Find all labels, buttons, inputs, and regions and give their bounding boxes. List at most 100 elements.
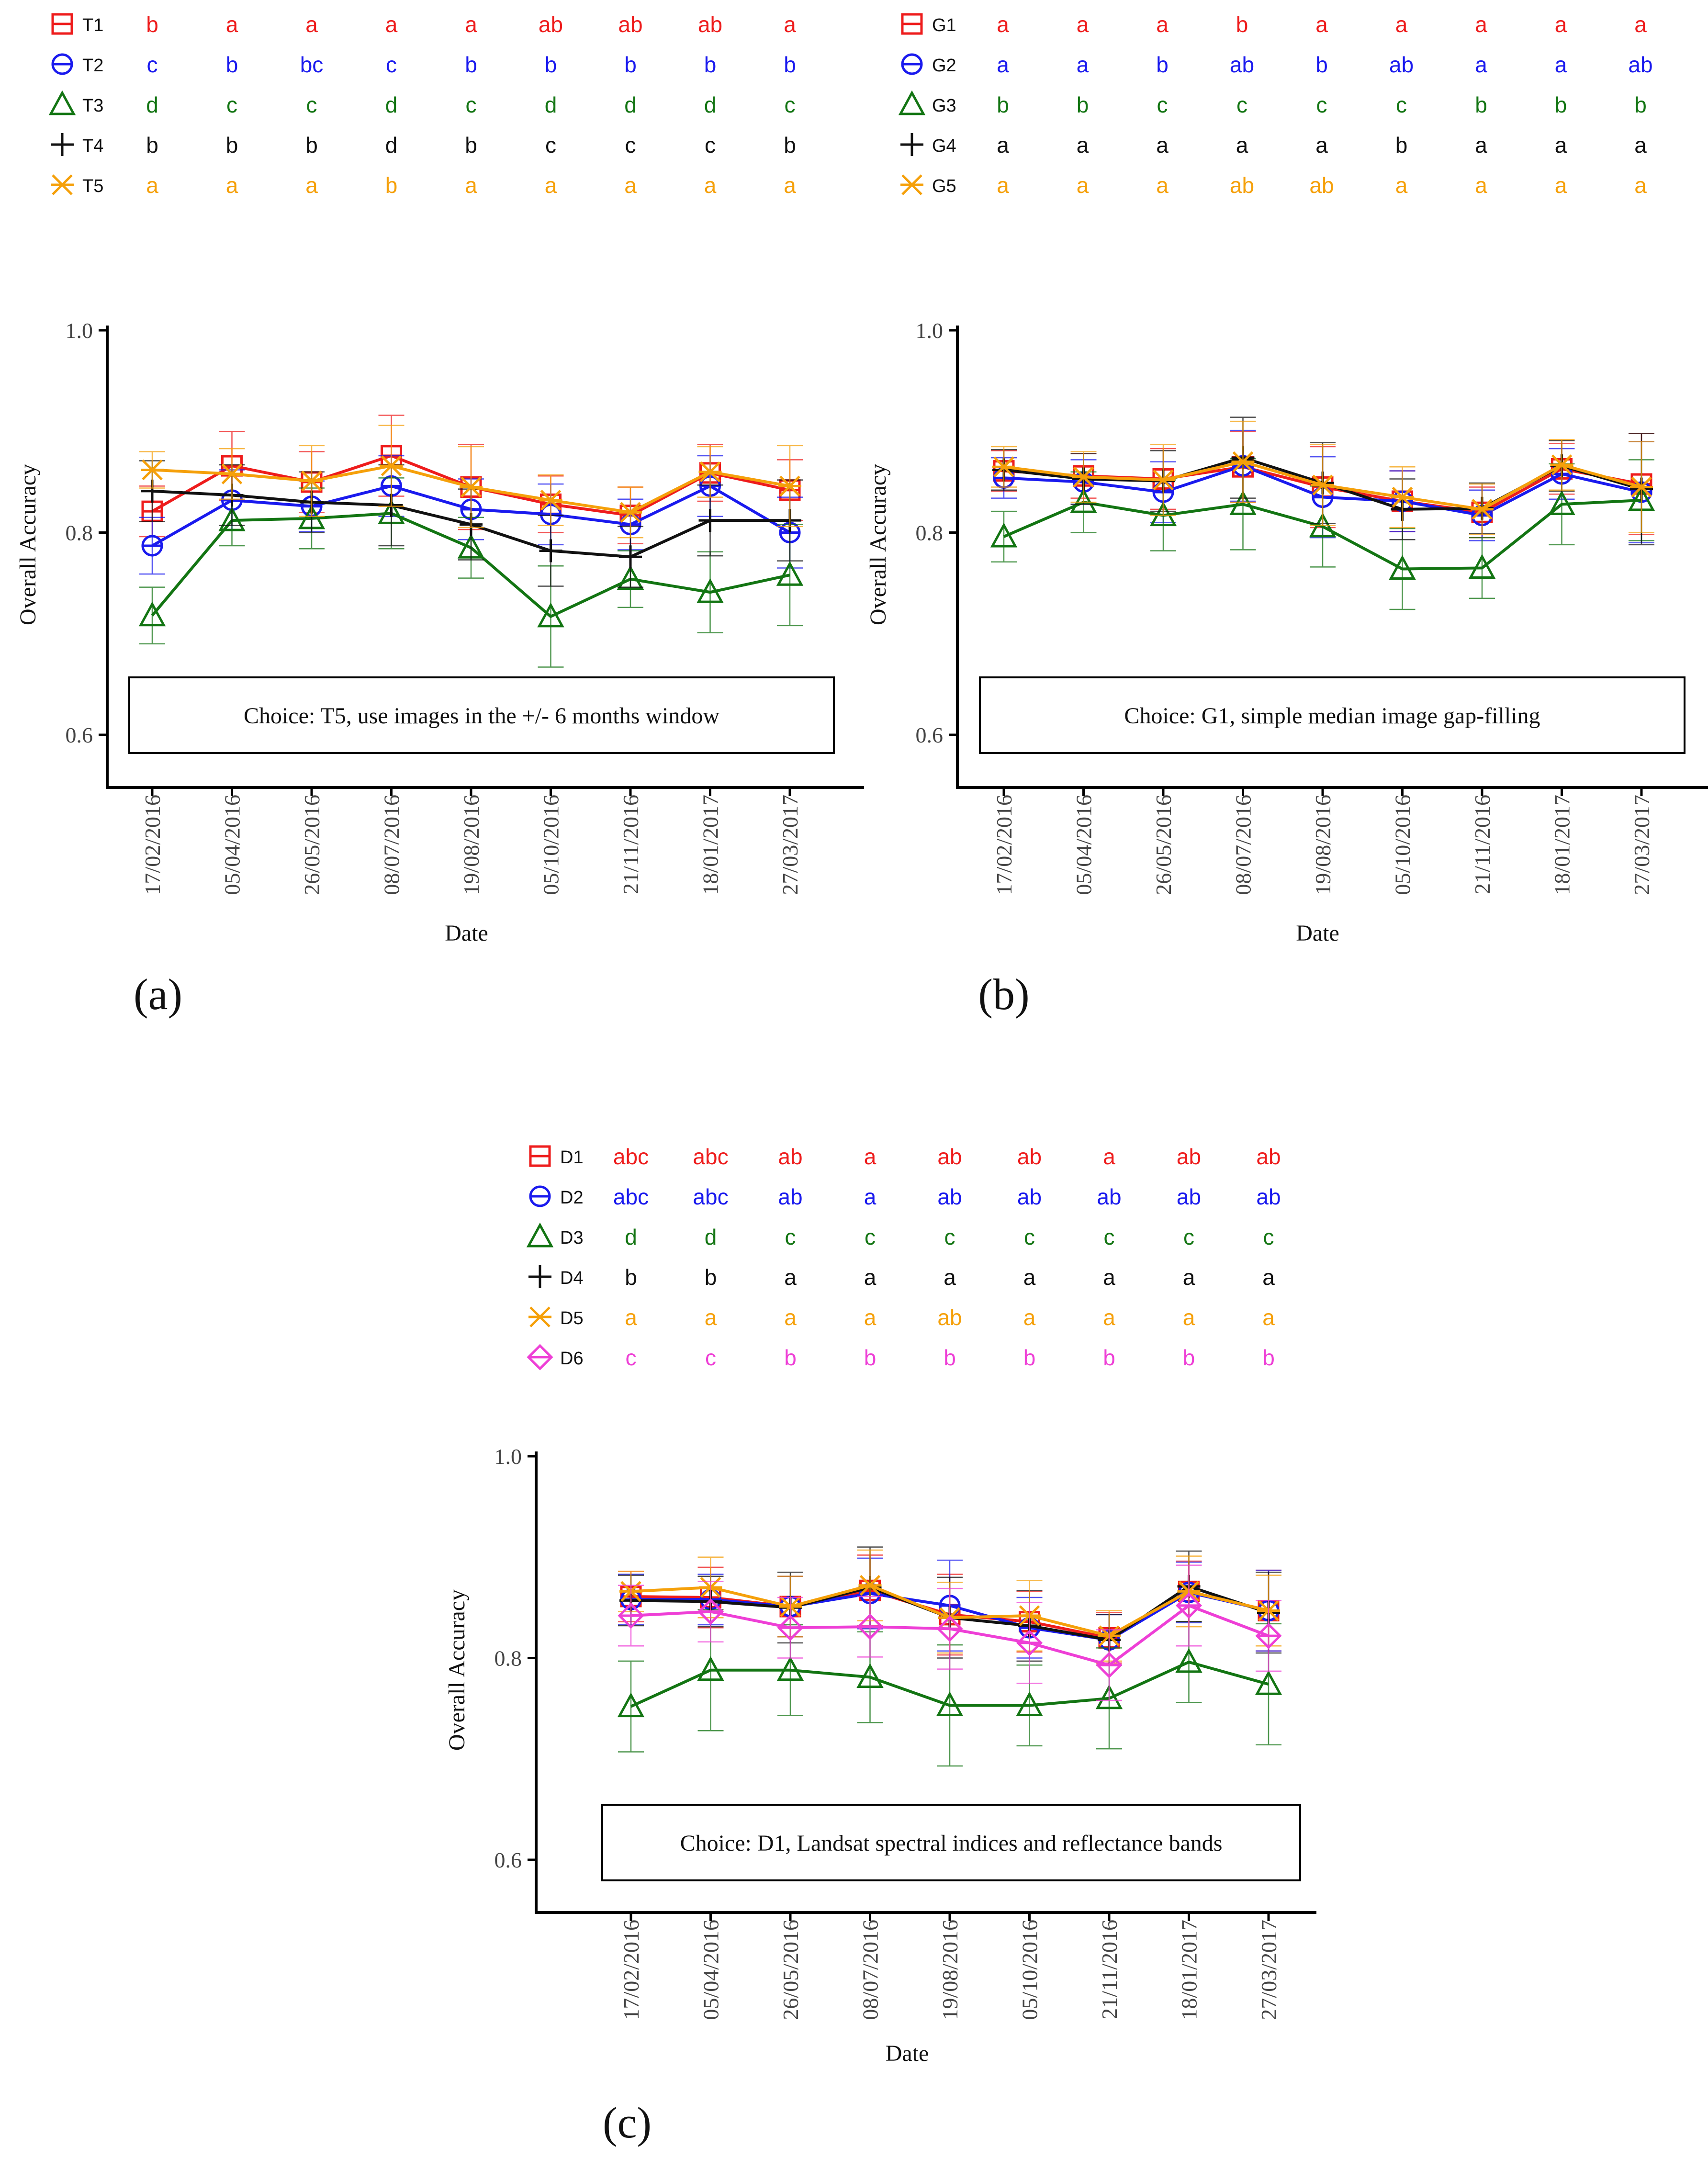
legend-row: G3 b b c c c c b b b (898, 90, 1647, 117)
legend-row: T4 b b b d b c c c b (51, 133, 796, 157)
triangle-marker (697, 578, 724, 603)
significance-letter: a (944, 1265, 956, 1290)
significance-letter: d (624, 92, 637, 117)
significance-letter: b (385, 173, 398, 198)
data-point (992, 456, 1015, 477)
significance-letter: b (1156, 52, 1169, 77)
significance-letter: bc (300, 52, 324, 77)
diamond-marker (777, 1614, 804, 1641)
significance-letter: b (305, 133, 318, 157)
significance-letter: a (704, 173, 717, 198)
x-tick-label: 27/03/2017 (778, 795, 802, 895)
data-point (141, 535, 163, 557)
legend-label: D4 (560, 1268, 584, 1288)
diamond-marker (1016, 1630, 1043, 1656)
legend-row: D5 a a a a ab a a a a (528, 1305, 1275, 1330)
y-axis-label: Overall Accuracy (15, 464, 41, 625)
data-point (218, 506, 246, 531)
data-point (617, 1692, 645, 1718)
significance-letter: b (944, 1345, 956, 1370)
data-point (618, 1602, 644, 1629)
significance-letter: c (386, 52, 397, 77)
triangle-marker (526, 1222, 554, 1248)
data-point (539, 539, 562, 562)
y-tick-label: 0.6 (66, 723, 93, 747)
significance-letter: ab (778, 1184, 802, 1209)
y-tick-label: 1.0 (494, 1444, 522, 1469)
data-point (1175, 1648, 1202, 1673)
triangle-marker (697, 1656, 724, 1681)
significance-letter: a (1555, 52, 1567, 77)
x-tick-label: 17/02/2016 (992, 795, 1016, 895)
data-point (856, 1663, 884, 1688)
significance-letter: b (1395, 133, 1408, 157)
triangle-marker (1255, 1670, 1282, 1695)
diamond-marker (1255, 1622, 1282, 1649)
significance-letter: a (1103, 1265, 1115, 1290)
data-point (1389, 555, 1416, 580)
legend-row: T2 c b bc c b b b b b (51, 52, 796, 77)
panel-label: (b) (978, 970, 1029, 1019)
legend-label: T3 (82, 96, 103, 116)
significance-letter: b (997, 92, 1009, 117)
significance-letter: a (1103, 1144, 1115, 1169)
x-tick-label: 19/08/2016 (938, 1920, 962, 2020)
diamond-marker (856, 1613, 884, 1640)
significance-letter: a (997, 133, 1009, 157)
significance-letter: ab (1230, 173, 1254, 198)
significance-letter: a (1315, 133, 1328, 157)
significance-letter: ab (1256, 1184, 1281, 1209)
x-tick-label: 08/07/2016 (858, 1920, 883, 2020)
x-tick-label: 18/01/2017 (698, 795, 723, 895)
significance-letter: d (625, 1225, 637, 1249)
data-point (380, 455, 403, 476)
significance-letter: a (305, 12, 318, 37)
legend-row: D3 d d c c c c c c c (526, 1222, 1274, 1249)
x-axis-label: Date (445, 921, 488, 946)
triangle-marker (1149, 501, 1177, 527)
legend-label: G1 (932, 15, 956, 35)
significance-letter: c (1263, 1225, 1274, 1249)
significance-letter: a (997, 173, 1009, 198)
legend-row: D1 abc abc ab a ab ab a ab ab (529, 1144, 1281, 1169)
data-point (697, 578, 724, 603)
significance-letter: a (1077, 12, 1089, 37)
significance-letter: b (1236, 12, 1248, 37)
significance-letter: a (784, 173, 796, 198)
significance-letter: b (704, 52, 717, 77)
data-point (990, 522, 1018, 548)
significance-letter: a (226, 173, 238, 198)
significance-letter: a (1023, 1265, 1036, 1290)
significance-letter: b (625, 1265, 637, 1290)
significance-letter: b (1555, 92, 1567, 117)
series-line (1003, 498, 1642, 571)
data-point (300, 470, 323, 492)
significance-letter: b (1315, 52, 1328, 77)
significance-letter: d (705, 1225, 717, 1249)
legend-label: T1 (82, 15, 103, 35)
legend-label: G2 (932, 56, 956, 76)
significance-letter: a (1183, 1305, 1195, 1330)
data-point (537, 602, 564, 628)
significance-letter: ab (1389, 52, 1414, 77)
series-line (630, 1660, 1269, 1708)
significance-letter: a (1634, 12, 1647, 37)
data-point (1231, 451, 1255, 472)
significance-letter: a (1236, 133, 1248, 157)
significance-letter: c (865, 1225, 876, 1249)
significance-letter: a (1156, 173, 1169, 198)
significance-letter: b (1077, 92, 1089, 117)
significance-letter: ab (937, 1305, 962, 1330)
significance-letter: c (1024, 1225, 1035, 1249)
significance-letter: a (784, 12, 796, 37)
legend-row: D6 c c b b b b b b b (527, 1344, 1275, 1371)
x-tick-label: 17/02/2016 (619, 1920, 643, 2020)
x-tick-label: 05/04/2016 (1072, 795, 1096, 895)
data-point (460, 476, 483, 498)
significance-letter: abc (693, 1184, 728, 1209)
data-point (619, 502, 642, 523)
significance-letter: c (466, 92, 477, 117)
significance-letter: a (1634, 133, 1647, 157)
